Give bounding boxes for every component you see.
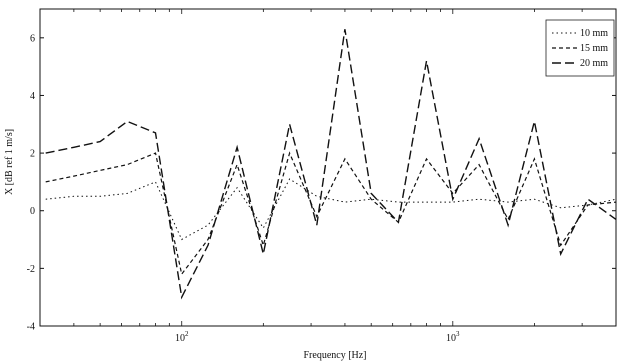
axis-ticks: -4 -2 0 2 4 6 102 103	[27, 9, 617, 344]
y-tick-label: -2	[27, 264, 35, 275]
series-line-15mm	[45, 151, 617, 276]
x-tick-label: 102	[175, 330, 189, 344]
series-line-10mm	[45, 178, 617, 241]
legend-label-20mm: 20 mm	[580, 58, 608, 69]
y-tick-label: 0	[30, 206, 35, 217]
legend-label-15mm: 15 mm	[580, 43, 608, 54]
legend: 10 mm 15 mm 20 mm	[545, 19, 615, 77]
legend-box	[545, 19, 615, 77]
y-axis-label: X [dB ref 1 m/s]	[4, 129, 15, 195]
plot-area	[39, 8, 617, 327]
series-layer	[45, 29, 617, 300]
y-tick-label: -4	[27, 322, 35, 333]
y-tick-label: 4	[30, 91, 35, 102]
legend-label-10mm: 10 mm	[580, 28, 608, 39]
x-tick-label: 103	[446, 330, 460, 344]
plot-border	[39, 8, 617, 327]
series-line-20mm	[45, 29, 617, 300]
y-tick-label: 6	[30, 33, 35, 44]
x-axis-label: Frequency [Hz]	[303, 350, 366, 361]
y-tick-label: 2	[30, 149, 35, 160]
